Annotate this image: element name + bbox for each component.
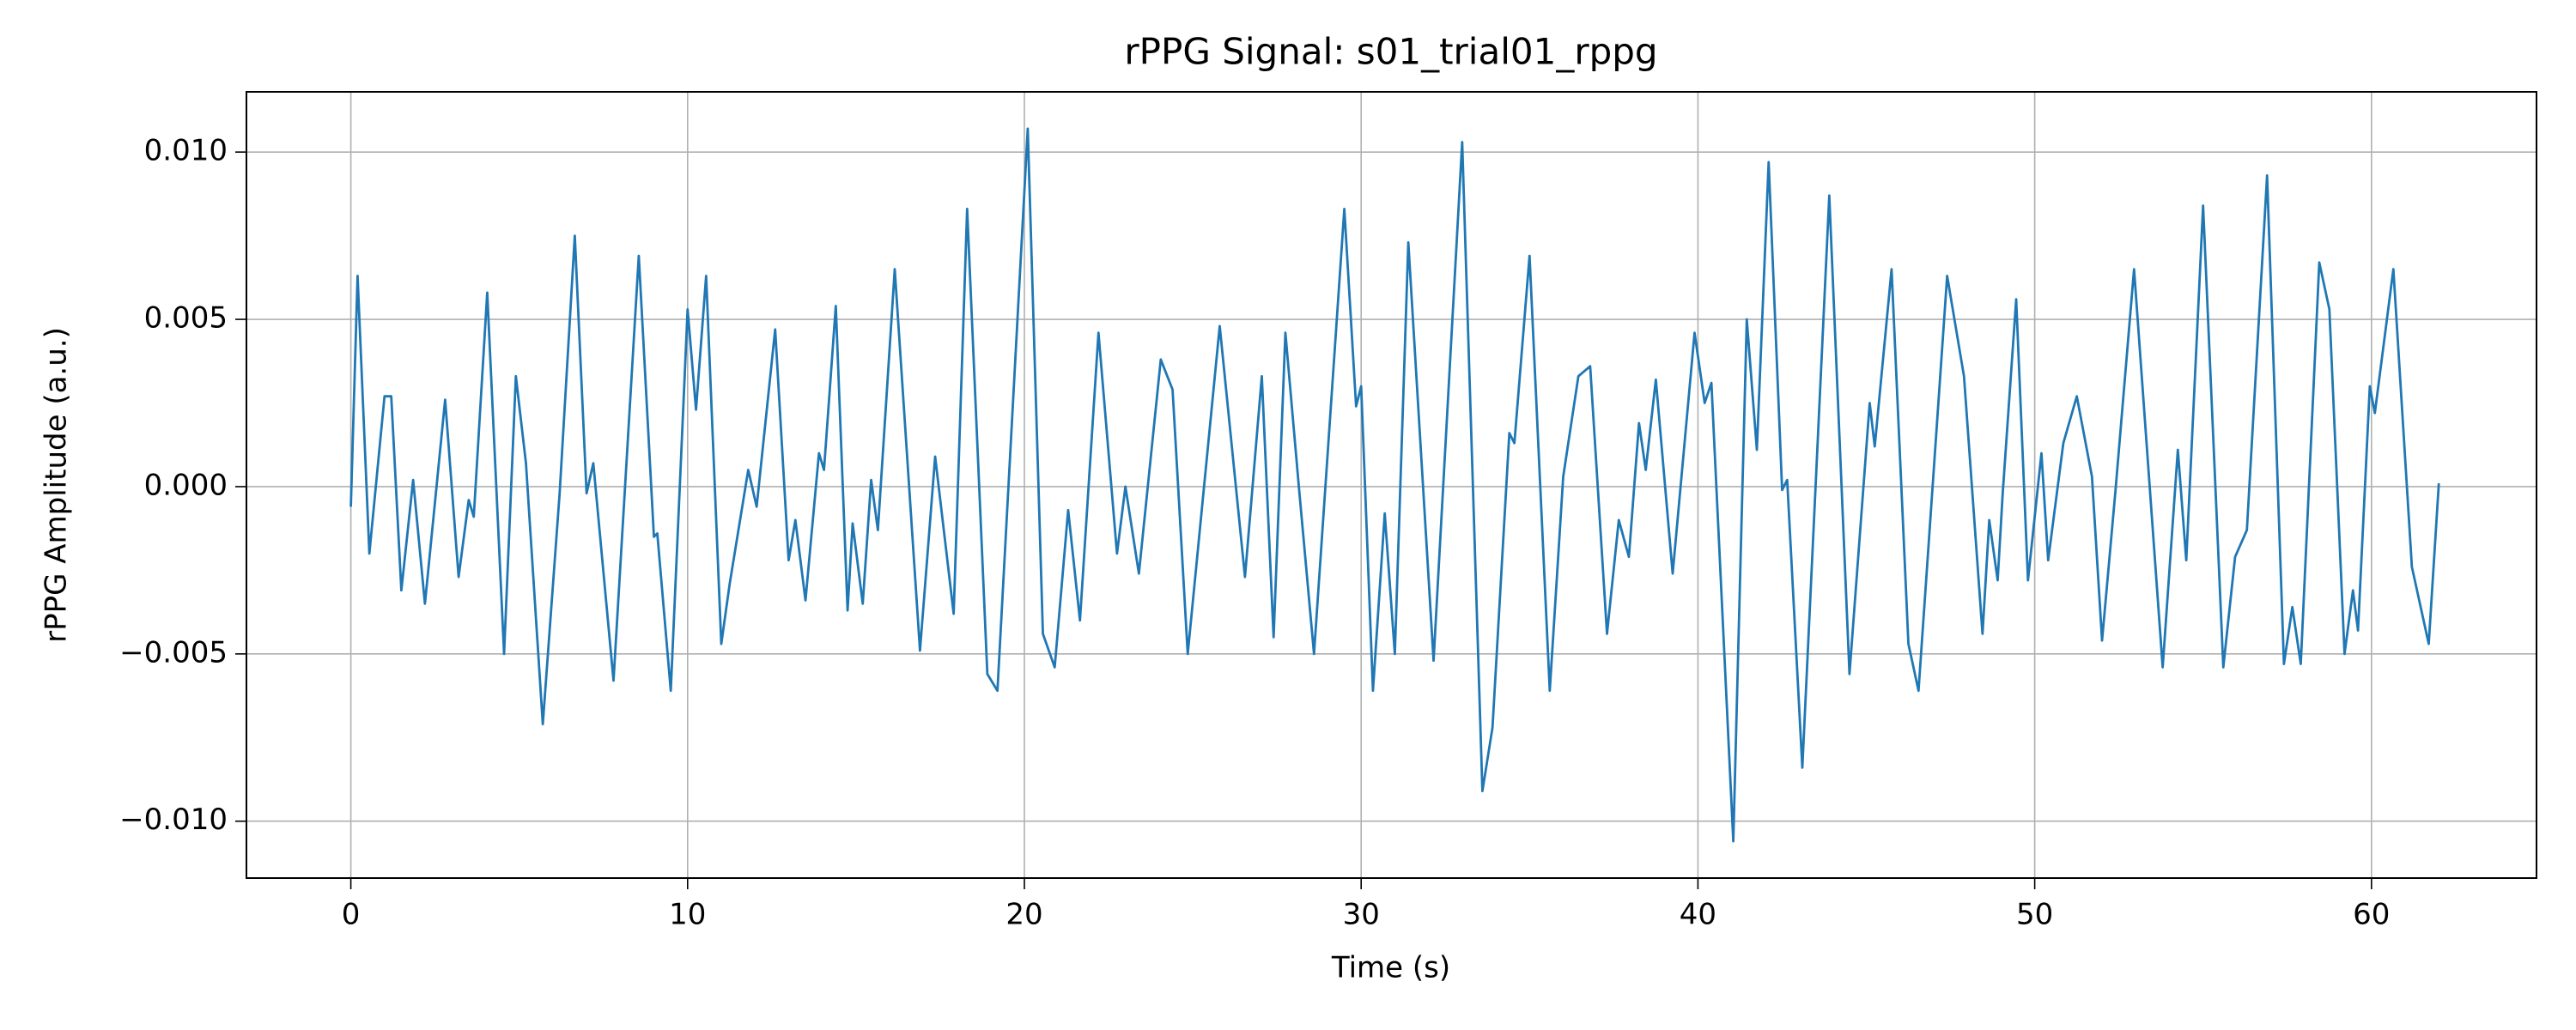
x-axis-label: Time (s) [1331,951,1450,985]
grid-layer [246,92,2537,878]
x-tick-label: 50 [2016,898,2053,932]
y-tick-label: −0.005 [119,635,228,670]
y-tick-label: 0.010 [144,134,228,168]
y-tick-label: −0.010 [119,803,228,837]
chart-title: rPPG Signal: s01_trial01_rppg [1124,31,1657,73]
tick-layer: 0 10 20 30 40 50 60 −0.010 −0.005 0.000 0.005 0.010 [119,134,2390,932]
y-axis-label: rPPG Amplitude (a.u.) [39,327,74,643]
y-tick-label: 0.000 [144,468,228,502]
x-tick-label: 0 [342,898,361,932]
x-tick-label: 60 [2353,898,2390,932]
plot-frame [246,91,2537,879]
y-tick-label: 0.005 [144,301,228,336]
x-tick-label: 10 [669,898,706,932]
x-tick-label: 40 [1680,898,1716,932]
plot-layer [349,127,2440,843]
x-tick-label: 30 [1343,898,1380,932]
x-tick-label: 20 [1005,898,1042,932]
signal-line [349,127,2440,843]
